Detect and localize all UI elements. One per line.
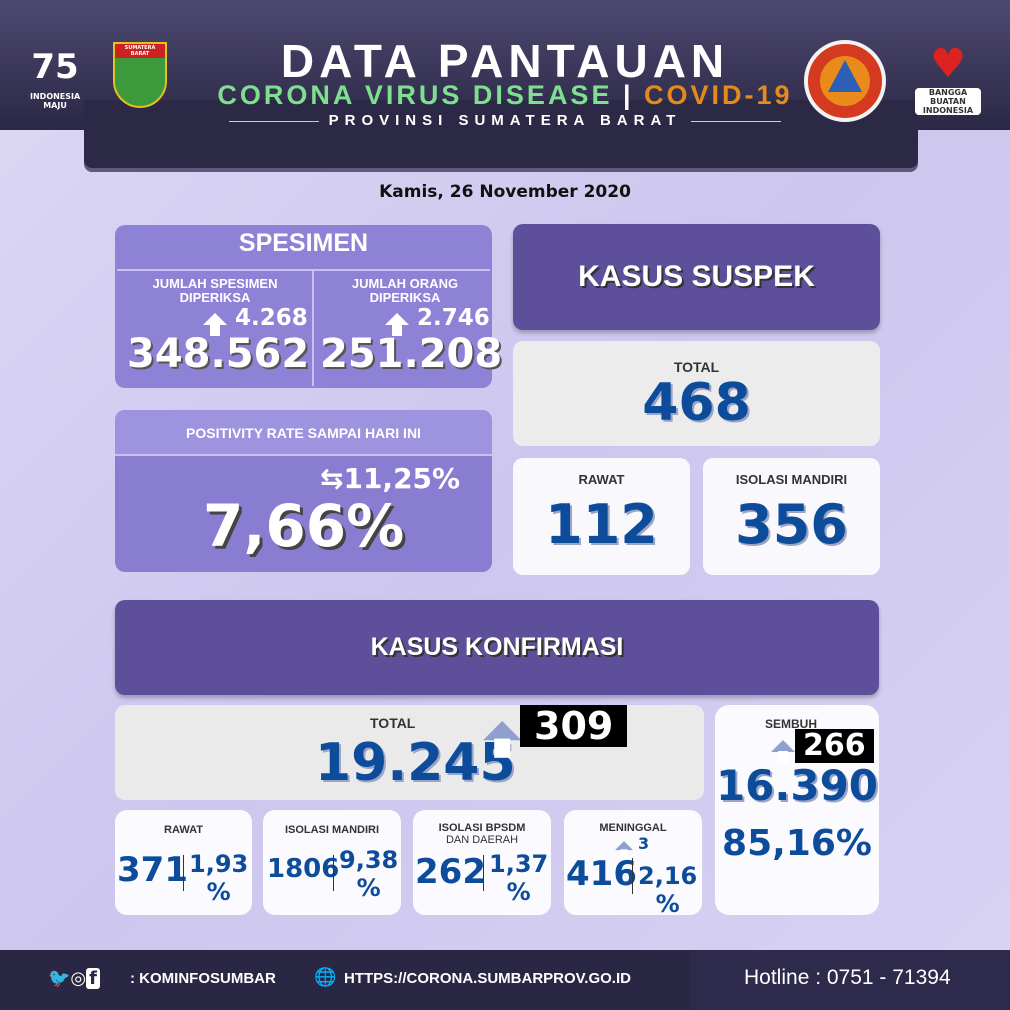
people-total: 251.208: [320, 331, 503, 377]
report-date: Kamis, 26 November 2020: [379, 182, 631, 202]
specimen-total: 348.562: [127, 331, 310, 377]
rawat-card: RAWAT 371 1,93%: [115, 810, 252, 915]
swap-arrows-icon: ⇆: [320, 462, 344, 495]
page-title: DATA PANTAUAN: [280, 35, 730, 87]
konfirmasi-title: KASUS KONFIRMASI: [115, 600, 879, 695]
suspek-isolasi: 356: [735, 493, 848, 556]
positivity-card: POSITIVITY RATE SAMPAI HARI INI ⇆11,25% …: [115, 410, 492, 572]
konfirmasi-total: 19.245: [315, 733, 516, 793]
page-subtitle: CORONA VIRUS DISEASE | COVID-19: [217, 80, 793, 110]
suspek-title: KASUS SUSPEK: [513, 224, 880, 330]
suspek-total-card: TOTAL 468: [513, 341, 880, 446]
people-label: JUMLAH ORANG DIPERIKSA: [351, 276, 459, 305]
meninggal-card: MENINGGAL 3 416 2,16%: [564, 810, 702, 918]
social-icons: 🐦◎ f: [48, 968, 100, 989]
arrow-up-icon: [483, 713, 522, 758]
suspek-rawat: 112: [545, 493, 658, 556]
spesimen-title: SPESIMEN: [238, 229, 369, 257]
instagram-icon: ◎: [70, 968, 87, 989]
spesimen-card: SPESIMEN JUMLAH SPESIMEN DIPERIKSA 4.268…: [115, 225, 502, 388]
bangga-buatan-indonesia-logo: ♥ BANGGA BUATAN INDONESIA: [915, 40, 981, 115]
konfirmasi-increase: 309: [520, 705, 628, 747]
footer: 🐦◎ f : KOMINFOSUMBAR 🌐 HTTPS://CORONA.SUM…: [0, 950, 1010, 1010]
sembuh-increase: 266: [795, 729, 874, 763]
suspek-rawat-card: RAWAT 112: [513, 458, 690, 575]
sembuh-card: SEMBUH 266 16.390 85,16%: [715, 705, 879, 915]
arrow-up-icon: [615, 837, 633, 858]
sumbar-logo: SUMATERA BARAT: [113, 42, 167, 108]
sembuh-total: 16.390: [715, 761, 879, 810]
twitter-icon: 🐦: [48, 968, 71, 989]
region-label: PROVINSI SUMATERA BARAT: [0, 112, 1010, 129]
bpbd-logo: [804, 40, 886, 122]
suspek-total: 468: [642, 373, 751, 433]
sembuh-pct: 85,16%: [722, 823, 872, 864]
specimen-increase: 4.268: [203, 305, 308, 336]
isolasi-bpsdm-card: ISOLASI BPSDM DAN DAERAH 262 1,37%: [413, 810, 551, 915]
globe-icon: 🌐: [314, 967, 337, 988]
suspek-isolasi-card: ISOLASI MANDIRI 356: [703, 458, 880, 575]
facebook-icon: f: [86, 968, 100, 989]
website-link[interactable]: HTTPS://CORONA.SUMBARPROV.GO.ID: [344, 970, 631, 987]
hotline: Hotline : 0751 - 71394: [744, 966, 951, 989]
isolasi-mandiri-card: ISOLASI MANDIRI 1806 9,38%: [263, 810, 401, 915]
konfirmasi-total-card: TOTAL 19.245 309: [115, 705, 704, 800]
indonesia-maju-logo: 75 INDONESIA MAJU: [30, 47, 81, 110]
specimen-label: JUMLAH SPESIMEN DIPERIKSA: [152, 276, 278, 305]
positivity-label: POSITIVITY RATE SAMPAI HARI INI: [115, 410, 492, 456]
arrow-up-icon: [771, 735, 795, 763]
people-increase: 2.746: [385, 305, 490, 336]
positivity-value: 7,66%: [203, 492, 405, 560]
social-handle: : KOMINFOSUMBAR: [130, 970, 276, 987]
positivity-previous: ⇆11,25%: [320, 462, 461, 495]
